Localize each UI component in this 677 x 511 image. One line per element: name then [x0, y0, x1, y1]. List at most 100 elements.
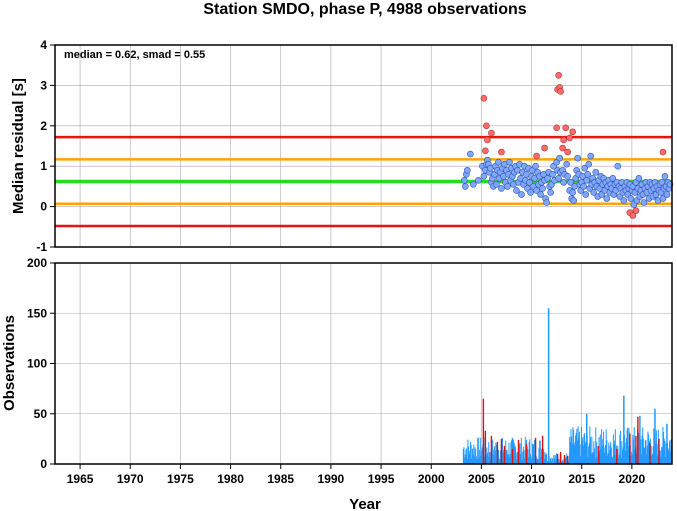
residual-point — [635, 175, 643, 182]
observations-y-tick-label: 200 — [27, 256, 47, 270]
observations-panel: 0 50 100 150 200 1965 1970 1975 1980 1985 1990 199… — [1, 256, 673, 511]
x-tick-label: 2000 — [418, 472, 445, 486]
residual-point — [526, 179, 533, 186]
observations-x-ticks: 1965 1970 1975 1980 1985 1990 1995 2000 2005 2010… — [67, 464, 646, 486]
observations-y-tick-label: 50 — [34, 407, 48, 421]
outlier-point — [483, 122, 490, 130]
residual-point — [555, 175, 562, 182]
outlier-point — [555, 72, 562, 79]
outlier-point — [562, 124, 569, 132]
outlier-point — [629, 212, 637, 219]
outlier-point — [559, 144, 566, 152]
observations-y-tick-label: 150 — [27, 306, 47, 320]
chart-title: Station SMDO, phase P, 4988 observations — [203, 1, 526, 18]
residual-point — [513, 187, 520, 194]
observations-y-tick-label: 100 — [27, 357, 47, 371]
residual-point — [570, 197, 577, 204]
residual-point — [543, 199, 550, 206]
x-tick-label: 1965 — [67, 472, 94, 486]
residual-point — [556, 154, 563, 162]
residual-point — [532, 162, 539, 170]
residual-point — [620, 197, 628, 204]
x-tick-label: 2020 — [619, 472, 646, 486]
observations-y-ticks: 0 50 100 150 200 — [27, 256, 55, 471]
residual-panel: -1 0 1 2 3 4 median = 0.62, smad = 0.55 Media… — [10, 38, 674, 254]
observations-y-tick-label: 0 — [40, 457, 47, 471]
x-tick-label: 1970 — [117, 472, 144, 486]
outlier-point — [484, 136, 491, 144]
outlier-point — [566, 134, 573, 142]
residual-point — [581, 164, 589, 172]
outlier-point — [564, 148, 571, 156]
residual-point — [614, 162, 622, 170]
residual-point — [580, 183, 588, 190]
outlier-point — [488, 129, 495, 137]
observations-y-label: Observations — [1, 315, 18, 411]
residual-point — [583, 177, 591, 184]
residual-y-tick-label: 4 — [40, 38, 47, 52]
residual-y-label: Median residual [s] — [10, 78, 27, 214]
outlier-point — [482, 147, 489, 155]
x-tick-label: 1985 — [267, 472, 294, 486]
stats-annotation: median = 0.62, smad = 0.55 — [64, 49, 205, 61]
residual-point — [574, 154, 581, 162]
x-axis-label: Year — [349, 496, 381, 511]
observations-bars — [462, 308, 672, 464]
residual-y-tick-label: 0 — [40, 200, 47, 214]
residual-point — [603, 195, 611, 202]
residual-point — [461, 177, 468, 184]
residual-y-ticks: -1 0 1 2 3 4 — [36, 38, 55, 254]
residual-point — [498, 185, 505, 192]
residual-point — [504, 183, 511, 190]
x-tick-label: 1995 — [368, 472, 395, 486]
residual-point — [563, 160, 570, 168]
residual-point — [462, 183, 469, 190]
residual-y-tick-label: 1 — [40, 159, 47, 173]
residual-point — [493, 181, 500, 188]
outlier-point — [560, 136, 567, 144]
residual-point — [661, 173, 669, 180]
residual-y-tick-label: -1 — [36, 240, 47, 254]
residual-point — [584, 170, 592, 178]
outlier-point — [632, 207, 640, 214]
residual-point — [527, 189, 534, 196]
outlier-point — [533, 152, 540, 160]
residual-point — [567, 179, 574, 186]
outlier-point — [498, 148, 505, 156]
outlier-point — [557, 88, 564, 95]
residual-point — [470, 181, 477, 188]
residual-point — [627, 195, 635, 202]
residual-point — [518, 191, 525, 198]
residual-point — [592, 168, 600, 176]
outlier-point — [480, 95, 488, 102]
residual-plot-area — [55, 45, 672, 247]
residual-point — [467, 150, 474, 158]
residual-point — [537, 191, 544, 198]
residual-point — [495, 158, 502, 166]
residual-point — [569, 189, 576, 196]
residual-y-tick-label: 2 — [40, 119, 47, 133]
residual-point — [659, 195, 667, 202]
x-tick-label: 1975 — [167, 472, 194, 486]
x-tick-label: 2010 — [518, 472, 545, 486]
residual-points — [461, 72, 674, 219]
x-tick-label: 2015 — [568, 472, 595, 486]
residual-point — [609, 175, 617, 182]
residual-point — [640, 199, 648, 206]
residual-point — [506, 158, 513, 166]
residual-point — [547, 189, 554, 196]
residual-point — [544, 175, 551, 182]
residual-point — [533, 187, 540, 194]
residual-point — [587, 152, 595, 160]
residual-point — [480, 173, 488, 180]
outlier-point — [541, 144, 548, 152]
residual-point — [582, 191, 590, 198]
residual-y-tick-label: 3 — [40, 78, 47, 92]
outlier-point — [569, 128, 576, 136]
residual-point — [475, 177, 482, 184]
residual-point — [663, 191, 671, 198]
residual-point — [564, 173, 571, 180]
outlier-point — [553, 124, 560, 132]
x-tick-label: 2005 — [468, 472, 495, 486]
residual-point — [560, 179, 567, 186]
